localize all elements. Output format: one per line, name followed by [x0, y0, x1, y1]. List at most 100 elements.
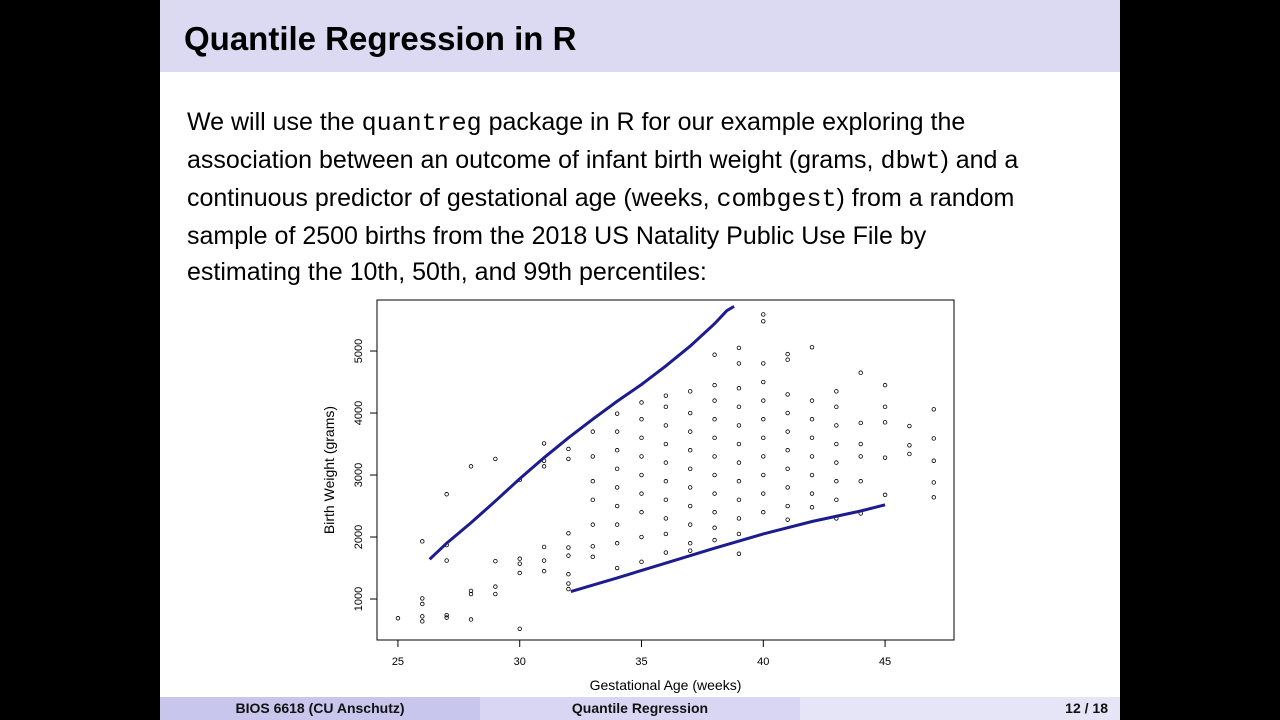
data-point [614, 565, 620, 571]
slide-title: Quantile Regression in R [184, 20, 577, 57]
data-point [931, 458, 936, 463]
text: association between an outcome of infant… [187, 146, 881, 174]
x-tick-label: 30 [514, 656, 526, 668]
data-point [931, 436, 936, 441]
data-point [736, 479, 742, 484]
data-point [590, 479, 595, 484]
data-point [907, 451, 912, 457]
data-point [444, 615, 449, 620]
body-text: We will use the quantreg package in R fo… [187, 104, 1018, 290]
data-point [468, 588, 474, 594]
data-point [590, 522, 595, 527]
data-point [590, 497, 595, 503]
data-point [785, 351, 790, 357]
data-point [614, 448, 620, 453]
data-point [712, 435, 717, 441]
text: continuous predictor of gestational age … [187, 184, 717, 212]
data-point [688, 548, 693, 553]
data-point [468, 464, 474, 469]
data-point [614, 503, 620, 509]
data-point [566, 572, 571, 577]
data-point [858, 370, 863, 375]
data-point [736, 423, 742, 428]
data-point [736, 497, 742, 503]
data-point [566, 553, 571, 558]
data-point [614, 522, 620, 527]
data-point [639, 435, 644, 441]
data-point [931, 407, 936, 412]
data-point [834, 497, 839, 503]
x-tick-label: 35 [635, 656, 647, 668]
data-point [639, 510, 644, 515]
data-point [809, 505, 815, 510]
data-point [614, 541, 620, 546]
data-point [420, 619, 425, 624]
data-point [663, 497, 669, 503]
data-point [834, 423, 839, 428]
data-point [663, 531, 669, 537]
data-point [858, 454, 863, 459]
y-tick-label: 4000 [353, 401, 365, 425]
data-point [517, 556, 522, 561]
data-point [785, 485, 790, 490]
text: package in R for our example exploring t… [481, 108, 966, 136]
footer-left: BIOS 6618 (CU Anschutz) [160, 697, 480, 720]
data-point [882, 455, 888, 460]
text: We will use the [187, 108, 362, 136]
y-axis-label: Birth Weight (grams) [321, 406, 337, 534]
data-point [590, 554, 595, 560]
footer: BIOS 6618 (CU Anschutz) Quantile Regress… [160, 697, 1120, 720]
data-point [907, 443, 912, 448]
header: Quantile Regression in R [160, 0, 1120, 72]
data-point [834, 389, 839, 394]
data-point [785, 357, 790, 362]
text: ) from a random [836, 184, 1015, 212]
text-line: estimating the 10th, 50th, and 99th perc… [187, 254, 1018, 290]
data-point [736, 441, 742, 447]
data-point [663, 479, 669, 484]
data-point [809, 398, 815, 403]
data-point [858, 441, 863, 447]
data-point [688, 410, 693, 416]
x-tick-label: 40 [757, 656, 769, 668]
data-point [858, 420, 863, 426]
data-point [688, 541, 693, 546]
data-point [882, 420, 888, 425]
text-line: We will use the quantreg package in R fo… [187, 104, 1018, 142]
data-point [639, 400, 644, 405]
data-point [761, 312, 766, 317]
data-point [639, 472, 644, 478]
data-point [712, 537, 717, 543]
data-point [541, 544, 547, 550]
data-point [809, 454, 815, 459]
data-point [493, 591, 498, 597]
code-text: combgest [716, 185, 837, 214]
y-tick-label: 2000 [353, 525, 365, 549]
data-point [834, 479, 839, 484]
data-point [688, 485, 693, 490]
data-point [736, 531, 742, 537]
text: sample of 2500 births from the 2018 US N… [187, 222, 927, 250]
data-point [834, 441, 839, 447]
data-point [468, 591, 474, 597]
text-line: continuous predictor of gestational age … [187, 180, 1018, 218]
data-point [809, 345, 815, 350]
data-point [541, 558, 547, 563]
data-point [517, 626, 522, 631]
data-point [663, 550, 669, 555]
data-point [882, 404, 888, 410]
data-point [712, 472, 717, 478]
data-point [736, 386, 742, 391]
data-point [736, 460, 742, 465]
slide: Quantile Regression in R We will use the… [160, 0, 1120, 720]
data-point [785, 429, 790, 434]
data-point [590, 454, 595, 459]
data-point [834, 404, 839, 410]
data-point [663, 460, 669, 465]
footer-center: Quantile Regression [480, 697, 800, 720]
data-point [420, 614, 425, 619]
x-axis-label: Gestational Age (weeks) [590, 677, 742, 693]
data-point [761, 491, 766, 496]
data-point [663, 516, 669, 521]
